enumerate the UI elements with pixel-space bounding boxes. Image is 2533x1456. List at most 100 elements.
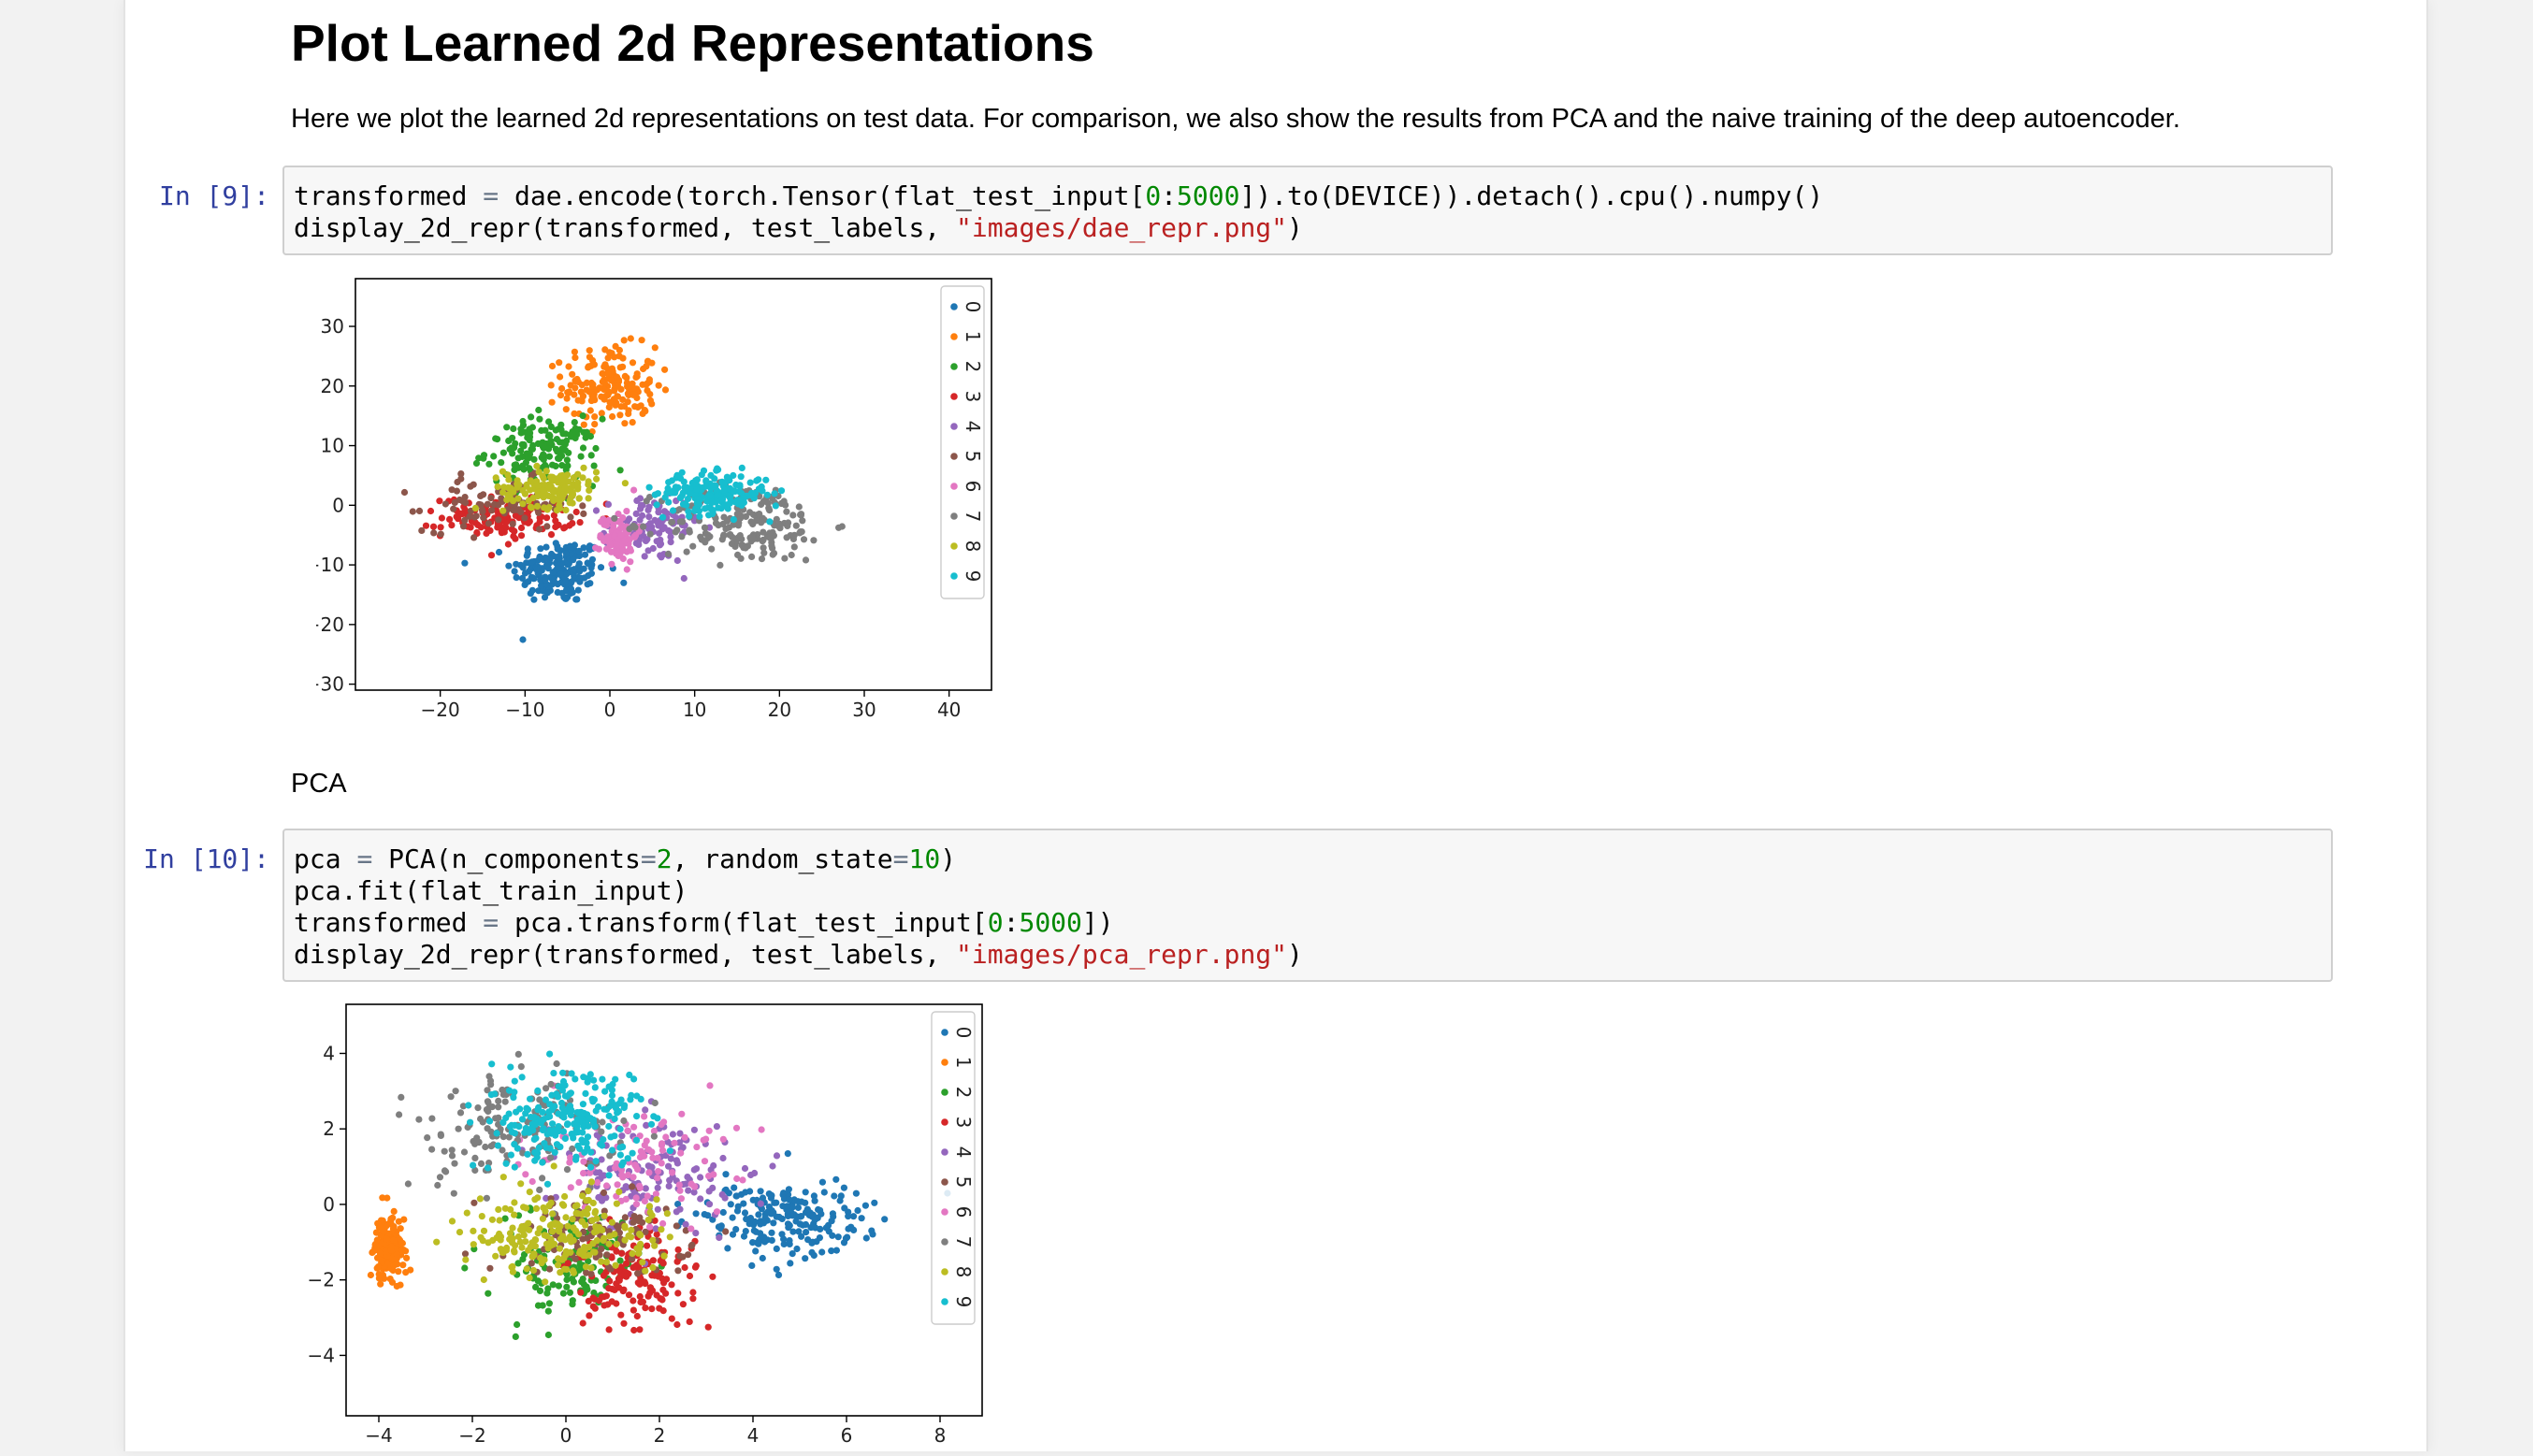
point-class-7 <box>736 532 744 540</box>
point-class-1 <box>629 419 636 426</box>
point-class-2 <box>485 460 493 468</box>
point-class-0 <box>729 1214 736 1221</box>
point-class-8 <box>462 1256 470 1263</box>
code-cell-9-source[interactable]: transformed = dae.encode(torch.Tensor(fl… <box>284 167 2331 244</box>
point-class-0 <box>784 1150 791 1158</box>
point-class-9 <box>558 1112 567 1119</box>
point-class-0 <box>549 569 557 576</box>
point-class-3 <box>515 514 523 522</box>
point-class-5 <box>642 1228 649 1235</box>
point-class-6 <box>602 522 611 529</box>
point-class-8 <box>554 1261 562 1269</box>
point-class-5 <box>630 1213 638 1220</box>
point-class-5 <box>621 1214 629 1221</box>
legend-label: 7 <box>952 1236 975 1248</box>
point-class-1 <box>571 410 578 417</box>
point-class-4 <box>595 1193 602 1202</box>
point-class-9 <box>531 1121 539 1129</box>
point-class-7 <box>484 1098 491 1105</box>
point-class-0 <box>518 574 527 582</box>
point-class-5 <box>546 1265 554 1273</box>
point-class-8 <box>540 1204 547 1212</box>
point-class-8 <box>504 491 512 498</box>
point-class-8 <box>492 474 499 482</box>
point-class-7 <box>798 528 805 536</box>
point-class-9 <box>505 1087 514 1094</box>
point-class-0 <box>854 1206 861 1215</box>
point-class-7 <box>441 1147 448 1155</box>
point-class-8 <box>509 1234 516 1242</box>
point-class-0 <box>755 1240 762 1247</box>
point-class-9 <box>762 476 770 483</box>
legend-marker-9 <box>941 1298 948 1305</box>
point-class-9 <box>763 491 771 498</box>
code-cell-9[interactable]: transformed = dae.encode(torch.Tensor(fl… <box>282 166 2333 255</box>
point-class-5 <box>470 1199 478 1206</box>
point-class-3 <box>605 1326 613 1333</box>
point-class-9 <box>591 1122 599 1131</box>
point-class-9 <box>488 1060 496 1068</box>
point-class-7 <box>784 522 791 529</box>
point-class-0 <box>798 1213 805 1220</box>
point-class-9 <box>524 1150 531 1158</box>
point-class-9 <box>521 1129 528 1136</box>
point-class-5 <box>688 1242 695 1249</box>
legend-label: 0 <box>962 301 984 313</box>
y-tick-label: −10 <box>316 554 344 576</box>
point-class-2 <box>513 461 520 469</box>
point-class-9 <box>608 1146 616 1154</box>
legend-marker-4 <box>941 1148 948 1156</box>
point-class-5 <box>600 1189 608 1197</box>
y-tick-label: 20 <box>321 375 344 397</box>
point-class-6 <box>713 1208 721 1216</box>
code-cell-10[interactable]: pca = PCA(n_components=2, random_state=1… <box>282 829 2333 982</box>
point-class-7 <box>810 537 818 544</box>
point-class-8 <box>570 1236 577 1244</box>
point-class-6 <box>643 1137 650 1145</box>
point-class-4 <box>653 538 660 545</box>
point-class-2 <box>563 456 571 464</box>
point-class-7 <box>495 1114 502 1121</box>
point-class-8 <box>522 1238 529 1246</box>
point-class-1 <box>557 373 564 381</box>
point-class-7 <box>737 512 745 519</box>
point-class-8 <box>549 494 557 501</box>
point-class-0 <box>794 1198 802 1205</box>
point-class-9 <box>567 1106 574 1114</box>
point-class-2 <box>514 454 522 462</box>
point-class-8 <box>562 1247 570 1255</box>
point-class-6 <box>613 541 620 549</box>
point-class-9 <box>707 471 715 479</box>
point-class-8 <box>514 495 522 502</box>
point-class-7 <box>758 555 766 563</box>
point-class-8 <box>550 488 557 496</box>
point-class-6 <box>621 537 629 544</box>
point-class-6 <box>623 566 630 573</box>
point-class-5 <box>448 486 456 494</box>
code-cell-10-source[interactable]: pca = PCA(n_components=2, random_state=1… <box>284 830 2331 971</box>
point-class-6 <box>649 1154 657 1161</box>
point-class-0 <box>742 1228 749 1235</box>
y-tick-label: 4 <box>323 1042 335 1064</box>
point-class-9 <box>766 518 774 526</box>
point-class-9 <box>546 1101 554 1108</box>
point-class-0 <box>780 1195 789 1203</box>
point-class-5 <box>415 507 424 514</box>
point-class-8 <box>497 1246 504 1253</box>
point-class-8 <box>570 1267 577 1275</box>
point-class-8 <box>528 504 535 512</box>
point-class-8 <box>587 1178 595 1186</box>
point-class-7 <box>673 526 681 534</box>
point-class-1 <box>621 372 629 380</box>
point-class-7 <box>536 1186 543 1193</box>
point-class-2 <box>498 459 505 467</box>
point-class-5 <box>601 1207 608 1215</box>
point-class-4 <box>690 1126 698 1133</box>
point-class-8 <box>530 1251 538 1259</box>
point-class-6 <box>681 1133 688 1141</box>
point-class-2 <box>555 425 562 433</box>
point-class-4 <box>716 1233 723 1242</box>
code-line: pca.fit(flat_train_input) <box>294 875 688 906</box>
point-class-1 <box>382 1247 389 1255</box>
point-class-4 <box>710 1161 717 1170</box>
